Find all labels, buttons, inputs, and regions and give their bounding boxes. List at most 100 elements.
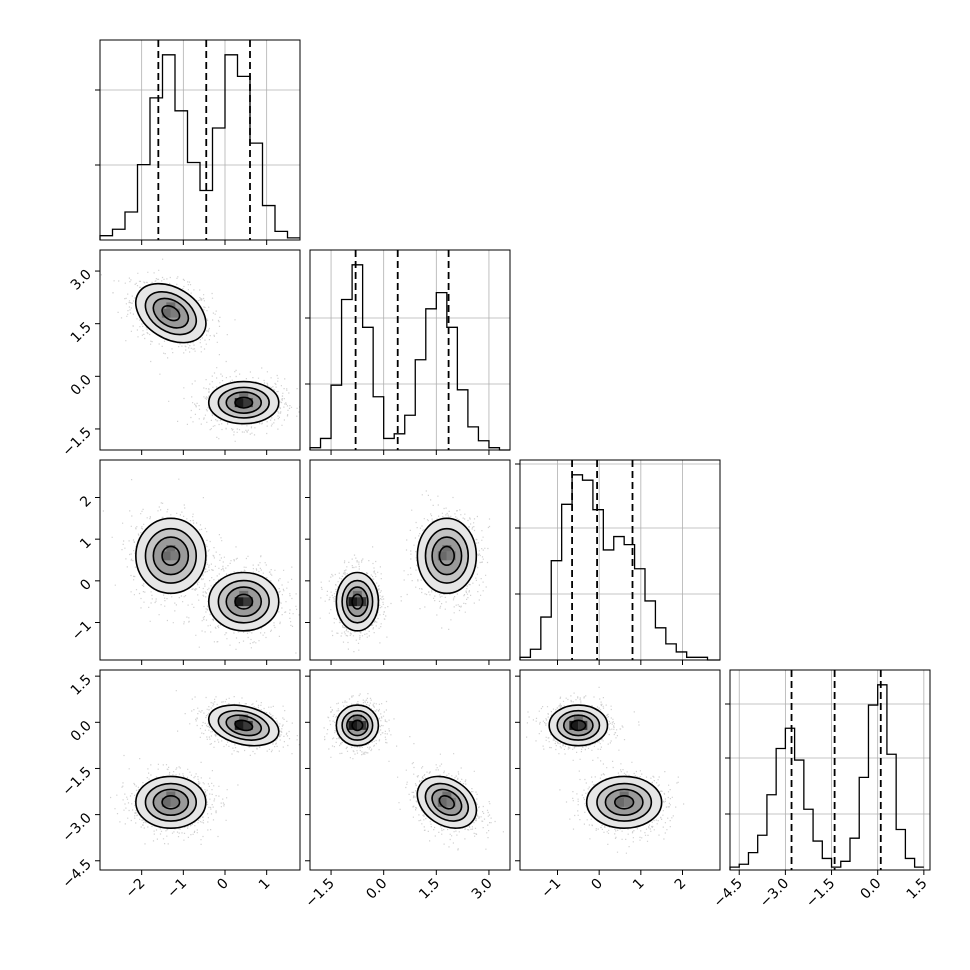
contour-line (335, 704, 380, 747)
contour-line (613, 795, 635, 810)
contour-line (438, 545, 456, 567)
contour-line (217, 709, 270, 741)
scatter-panel-2-1 (305, 459, 511, 665)
x-tick-label: 3.0 (469, 876, 496, 903)
contour-line (234, 396, 254, 409)
density-bin (437, 797, 447, 807)
contour-line (161, 795, 181, 810)
histogram-panel-1 (305, 249, 511, 455)
y-tick-label: 0.0 (68, 372, 95, 399)
panel-frame (519, 669, 721, 871)
x-tick-label: 1.5 (416, 876, 443, 903)
panel-frame (729, 669, 931, 871)
contour-line (207, 704, 280, 747)
scatter-panel-2-0: −1 0 1 2 (69, 459, 301, 665)
panels: −4.5 −3.0 −1.5 0.0 1.5 −1.5 0.0 1.5 3.0 −1 0 1 2 −2 −1… (59, 39, 931, 911)
density-core (615, 791, 634, 807)
histogram-panel-2 (515, 459, 721, 665)
contour-line (346, 714, 369, 737)
density-bin (161, 551, 171, 561)
density-bin (166, 545, 176, 552)
contour-line (234, 593, 254, 610)
density-bin (437, 551, 447, 561)
density-core (437, 791, 456, 807)
y-tick-label: 2 (77, 493, 95, 511)
contour-line (585, 775, 663, 829)
x-tick-label: 0 (214, 876, 232, 894)
panel-contents (323, 693, 504, 851)
y-tick-label: 1.5 (68, 672, 95, 699)
density-bin (166, 791, 176, 798)
density-bin (234, 597, 244, 607)
x-tick-label: −3.0 (757, 876, 792, 911)
density-core (234, 714, 253, 730)
density-core (234, 391, 253, 408)
panel-contents (102, 478, 300, 654)
panel-contents (100, 258, 300, 442)
contour-line (596, 782, 653, 822)
y-tick-label: −1.5 (59, 764, 94, 799)
scatter-panel-1-0: −1.5 0.0 1.5 3.0 (59, 249, 301, 460)
density-bin (239, 391, 249, 399)
x-tick-label: −4.5 (711, 876, 746, 911)
contour-line (438, 795, 456, 810)
contour-line (548, 704, 609, 747)
density-bin (446, 797, 456, 807)
density-core (161, 545, 180, 561)
panel-contents (319, 490, 491, 653)
contour-line (152, 536, 190, 576)
contour-line (556, 709, 601, 741)
contour-line (351, 593, 364, 610)
panel-frame (99, 669, 301, 871)
x-tick-label: 1 (630, 876, 648, 894)
panel-frame (99, 459, 301, 661)
density-bin (442, 791, 452, 798)
x-tick-label: −2 (123, 876, 149, 902)
density-bin (619, 791, 629, 798)
histogram-line (99, 54, 300, 240)
density-bin (161, 797, 171, 807)
density-bin (569, 720, 579, 730)
density-core (161, 791, 180, 807)
contour-line (161, 545, 181, 567)
density-core (569, 714, 588, 730)
density-bin (243, 720, 253, 730)
contour-line (144, 782, 198, 822)
scatter-points (526, 686, 685, 854)
density-bin (234, 720, 244, 730)
panel-contents (526, 686, 685, 854)
contour-line (346, 586, 369, 618)
contour-line (207, 380, 280, 425)
scatter-panel-3-0: −2 −1 0 1 −4.5 −3.0 −1.5 0.0 1.5 (59, 669, 301, 902)
density-bin (578, 720, 588, 730)
histogram-panel-0 (95, 39, 301, 245)
density-bin (446, 551, 456, 561)
histogram-line (309, 264, 510, 451)
contour-line (217, 579, 270, 624)
density-bin (234, 398, 244, 408)
contour-line (144, 290, 198, 336)
x-tick-label: 2 (672, 876, 690, 894)
density-bin (161, 308, 171, 318)
density-bin (170, 797, 180, 807)
histogram-line (729, 684, 924, 870)
density-bin (624, 797, 634, 807)
contour-line (225, 391, 263, 414)
y-tick-label: −1.5 (59, 424, 94, 459)
contour-line (144, 527, 198, 584)
x-tick-label: 0 (588, 876, 606, 894)
y-tick-label: 0.0 (68, 718, 95, 745)
x-tick-label: −1 (538, 876, 564, 902)
panel-frame (519, 459, 721, 661)
contour-line (225, 586, 263, 618)
x-tick-label: −1.5 (803, 876, 838, 911)
density-bin (352, 714, 362, 721)
histogram-panel-3: −4.5 −3.0 −1.5 0.0 1.5 (711, 669, 931, 911)
y-tick-label: −1 (69, 618, 95, 644)
contour-line (351, 719, 364, 732)
x-tick-label: 1.5 (904, 876, 931, 903)
contour-line (431, 536, 463, 576)
scatter-panel-3-2: −1 0 1 2 (515, 669, 721, 902)
panel-contents (110, 690, 300, 845)
